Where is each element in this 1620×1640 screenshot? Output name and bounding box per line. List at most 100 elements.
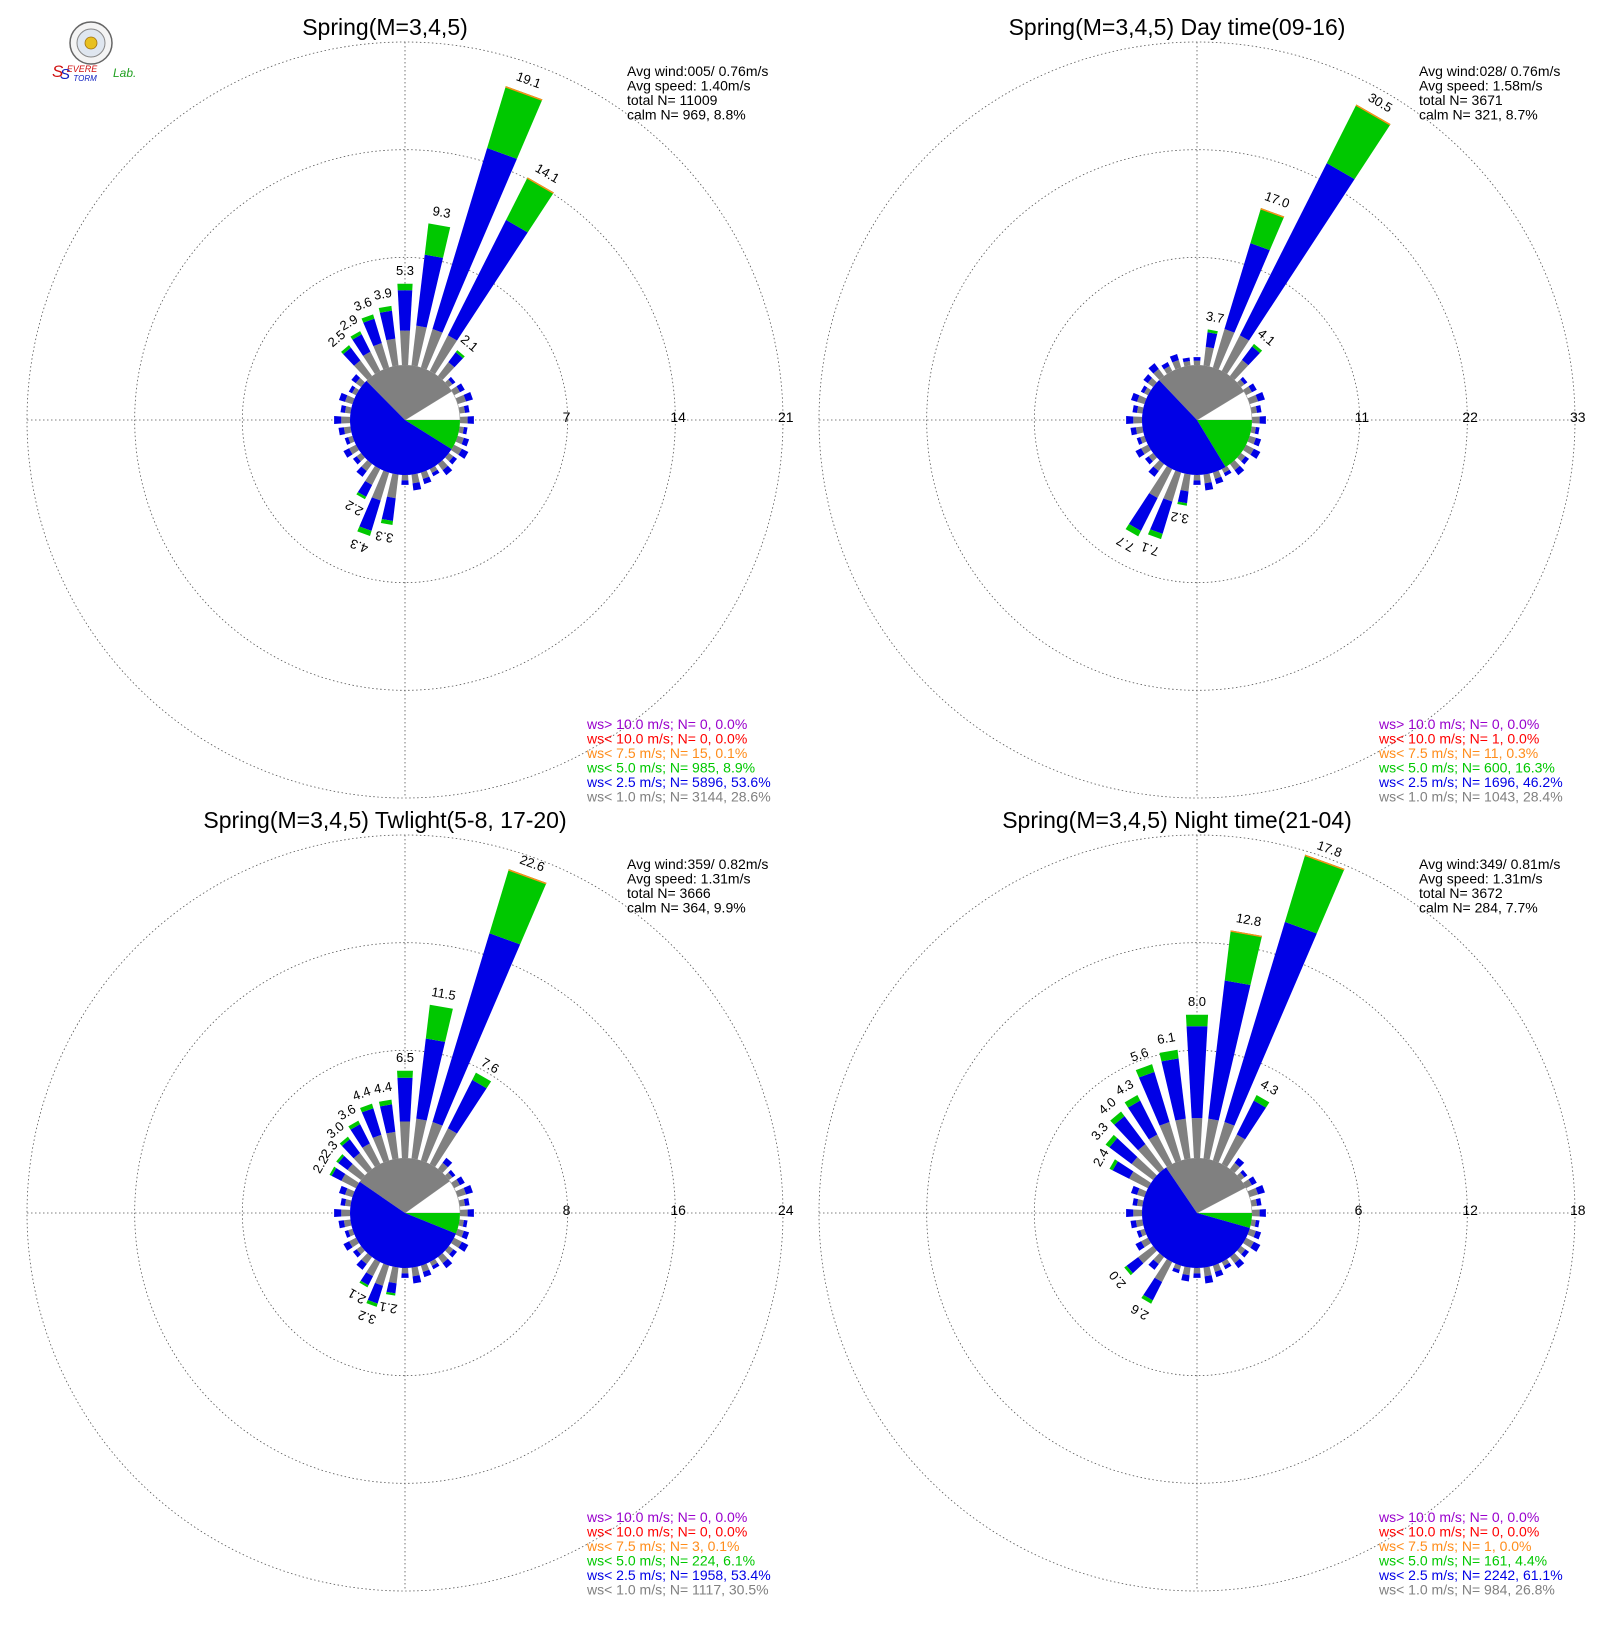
bar-label: 2.0 — [1106, 1268, 1129, 1291]
bar-seg-lt1 — [1237, 379, 1245, 388]
bar-seg-lt1 — [1203, 346, 1214, 367]
wind-bar-90 — [459, 1209, 474, 1217]
legend-entry: ws< 5.0 m/s; N= 985, 8.9% — [586, 760, 755, 776]
bar-seg-lt1 — [1243, 386, 1252, 396]
bar-seg-lt1 — [420, 1263, 430, 1272]
bar-seg-lt25 — [1136, 437, 1143, 445]
ring-label: 22 — [1462, 409, 1478, 425]
bar-seg-lt1 — [437, 1253, 448, 1264]
wind-bar-150 — [1221, 1259, 1232, 1270]
bar-seg-lt1 — [1133, 416, 1143, 424]
wind-bar-150 — [1221, 466, 1232, 477]
bar-seg-lt1 — [429, 1259, 438, 1267]
wind-bar-270 — [334, 416, 351, 424]
wind-bar-70 — [1247, 392, 1265, 405]
wind-bar-240 — [343, 1237, 359, 1251]
bar-seg-lt25 — [334, 416, 342, 424]
wind-bar-240 — [1135, 1237, 1151, 1251]
bar-seg-lt25 — [1169, 353, 1179, 363]
bar-seg-lt5 — [425, 1004, 453, 1042]
bar-seg-lt1 — [459, 416, 468, 424]
bar-seg-lt25 — [401, 480, 409, 485]
bar-seg-lt1 — [1182, 1266, 1191, 1276]
wind-bar-260 — [338, 1219, 352, 1229]
bar-label: 12.8 — [1235, 910, 1263, 929]
bar-seg-lt25 — [449, 456, 458, 465]
bar-seg-lt1 — [1237, 452, 1246, 462]
bar-seg-lt5 — [350, 331, 362, 340]
pie-lt5 — [405, 420, 460, 450]
bar-seg-lt1 — [420, 470, 430, 479]
wind-bar-60 — [1243, 383, 1257, 396]
bar-seg-lt25 — [448, 1169, 456, 1178]
ring-label: 21 — [778, 409, 794, 425]
bar-seg-lt1 — [1135, 426, 1144, 435]
panel-title: Spring(M=3,4,5) — [302, 14, 468, 40]
wind-bar-40 — [1229, 1157, 1245, 1173]
bar-seg-lt25 — [1214, 1269, 1224, 1278]
legend-entry: ws< 2.5 m/s; N= 1958, 53.4% — [586, 1567, 771, 1583]
bar-seg-lt1 — [1203, 1118, 1219, 1160]
ring-label: 33 — [1570, 409, 1586, 425]
pie-lt25 — [1141, 1167, 1250, 1269]
stat-line: Avg speed: 1.31m/s — [1419, 871, 1542, 887]
wind-bar-90 — [1251, 416, 1266, 424]
bar-seg-lt1 — [1193, 360, 1201, 366]
stat-line: calm N= 321, 8.7% — [1419, 107, 1538, 123]
bar-seg-lt1 — [429, 466, 438, 474]
wind-bar-0 — [1193, 357, 1201, 366]
bar-seg-lt1 — [1221, 466, 1230, 474]
bar-label: 4.0 — [1095, 1094, 1118, 1117]
wind-bar-0: 5.3 — [396, 263, 414, 366]
bar-seg-lt1 — [1141, 444, 1151, 455]
bar-seg-lt1 — [1136, 395, 1147, 405]
bar-label: 30.5 — [1366, 90, 1395, 116]
bar-seg-lt1 — [1221, 1134, 1246, 1167]
wind-bar-290 — [338, 392, 355, 405]
bar-seg-lt25 — [1259, 416, 1266, 424]
severe-storm-lab-logo: S EVERE S TORM Lab. — [52, 21, 136, 83]
legend-entry: ws< 7.5 m/s; N= 15, 0.1% — [586, 745, 747, 761]
ring-label: 11 — [1355, 409, 1370, 425]
pie-calm — [1196, 1187, 1253, 1214]
pie-lt1 — [1166, 1158, 1246, 1213]
bar-seg-lt1 — [1175, 1118, 1191, 1160]
bar-label: 3.2 — [356, 1307, 378, 1327]
bar-seg-lt1 — [1129, 1171, 1151, 1189]
bar-label: 3.7 — [1205, 308, 1225, 326]
bar-seg-lt5 — [397, 1070, 413, 1078]
wind-bar-180 — [401, 474, 409, 485]
wind-bar-100 — [458, 1219, 468, 1228]
bar-seg-lt1 — [1153, 1253, 1165, 1265]
bar-seg-lt1 — [341, 1209, 351, 1217]
bar-seg-lt25 — [1132, 405, 1139, 413]
bar-seg-lt25 — [431, 469, 440, 477]
bar-seg-lt75 — [1230, 930, 1263, 938]
bar-seg-lt1 — [344, 1199, 352, 1207]
bar-seg-lt25 — [1239, 163, 1355, 341]
bar-seg-lt5 — [378, 305, 392, 313]
bar-seg-lt1 — [354, 360, 373, 380]
bar-seg-lt25 — [463, 392, 473, 402]
wind-bar-80 — [458, 1198, 470, 1207]
wind-bar-100 — [1250, 426, 1260, 435]
wind-bar-290 — [1130, 1185, 1147, 1198]
bar-seg-lt25 — [1223, 469, 1232, 477]
bar-seg-lt1 — [1250, 1219, 1256, 1227]
wind-bar-170 — [1203, 473, 1214, 491]
bar-seg-lt5 — [472, 1072, 492, 1089]
bar-seg-lt25 — [1240, 1169, 1248, 1178]
bar-seg-lt25 — [356, 1259, 367, 1270]
wind-bar-320: 3.0 — [324, 1118, 373, 1173]
bar-seg-lt1 — [455, 1228, 464, 1238]
bar-seg-lt25 — [356, 466, 367, 477]
wind-bar-20: 22.6 — [420, 852, 547, 1163]
wind-bar-90 — [1251, 1209, 1266, 1217]
bar-label: 17.8 — [1315, 838, 1344, 861]
calm-pie — [1142, 365, 1253, 475]
bar-seg-lt25 — [1250, 1241, 1261, 1252]
bar-seg-lt1 — [1136, 1199, 1144, 1207]
wind-bar-350 — [1182, 357, 1191, 367]
bar-seg-lt25 — [340, 1198, 347, 1206]
bar-seg-lt1 — [445, 452, 454, 462]
